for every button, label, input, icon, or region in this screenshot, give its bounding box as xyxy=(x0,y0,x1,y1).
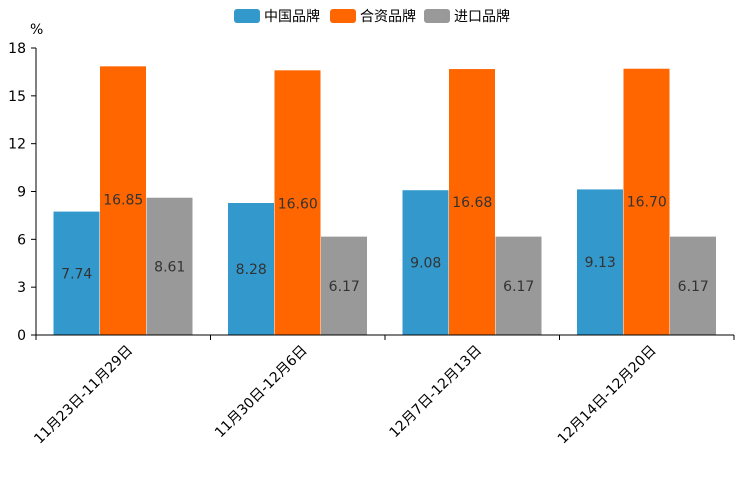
x-category-label-1: 11月30日-12月6日 xyxy=(212,343,311,442)
data-label-2-1: 6.17 xyxy=(329,279,360,295)
x-axis: 11月23日-11月29日 11月30日-12月6日 12月7日-12月13日 12月… xyxy=(31,334,735,448)
x-category-label-2: 12月7日-12月13日 xyxy=(387,343,486,442)
bar-2-2 xyxy=(495,236,542,335)
y-tick-label-2: 6 xyxy=(17,232,26,248)
data-label-0-2: 9.08 xyxy=(410,256,441,272)
bar-0-3 xyxy=(577,189,623,335)
data-label-1-1: 16.60 xyxy=(278,196,318,212)
data-label-2-0: 8.61 xyxy=(154,259,185,275)
y-axis: 0 3 6 9 12 15 18 xyxy=(8,41,37,344)
bar-1-2 xyxy=(449,69,495,336)
x-category-label-3: 12月14日-12月20日 xyxy=(555,343,660,448)
bar-0-1 xyxy=(228,202,274,335)
legend: 中国品牌 合资品牌 进口品牌 xyxy=(234,8,510,25)
y-tick-label-1: 3 xyxy=(17,280,26,296)
legend-label-2: 进口品牌 xyxy=(454,8,510,25)
y-tick-label-5: 15 xyxy=(8,89,26,105)
data-label-2-2: 6.17 xyxy=(503,279,534,295)
x-category-label-0: 11月23日-11月29日 xyxy=(31,343,136,448)
legend-label-0: 中国品牌 xyxy=(264,8,320,25)
y-tick-label-0: 0 xyxy=(17,328,26,344)
data-label-1-2: 16.68 xyxy=(452,195,492,211)
bar-0-2 xyxy=(402,190,449,335)
legend-swatch-2 xyxy=(424,9,450,23)
data-label-1-0: 16.85 xyxy=(103,192,143,208)
bar-0-0 xyxy=(53,211,100,335)
bar-2-3 xyxy=(670,236,716,335)
data-label-2-3: 6.17 xyxy=(678,279,709,295)
bar-1-0 xyxy=(100,66,146,335)
y-tick-label-3: 9 xyxy=(17,185,26,201)
legend-swatch-1 xyxy=(330,9,356,23)
data-label-0-0: 7.74 xyxy=(61,266,92,282)
bar-2-0 xyxy=(146,197,193,335)
legend-swatch-0 xyxy=(234,9,260,23)
bar-1-1 xyxy=(274,70,321,336)
data-label-0-1: 8.28 xyxy=(236,262,267,278)
y-tick-label-4: 12 xyxy=(8,137,26,153)
legend-label-1: 合资品牌 xyxy=(360,8,416,25)
y-tick-label-6: 18 xyxy=(8,41,26,57)
bars: 7.74 16.85 8.61 8.28 16.60 6.17 9.08 16.68 6.17 9… xyxy=(53,66,716,336)
y-axis-unit: % xyxy=(30,22,43,38)
bar-1-3 xyxy=(623,68,670,335)
data-label-1-3: 16.70 xyxy=(627,195,667,211)
bar-2-1 xyxy=(321,236,367,335)
data-label-0-3: 9.13 xyxy=(585,255,616,271)
